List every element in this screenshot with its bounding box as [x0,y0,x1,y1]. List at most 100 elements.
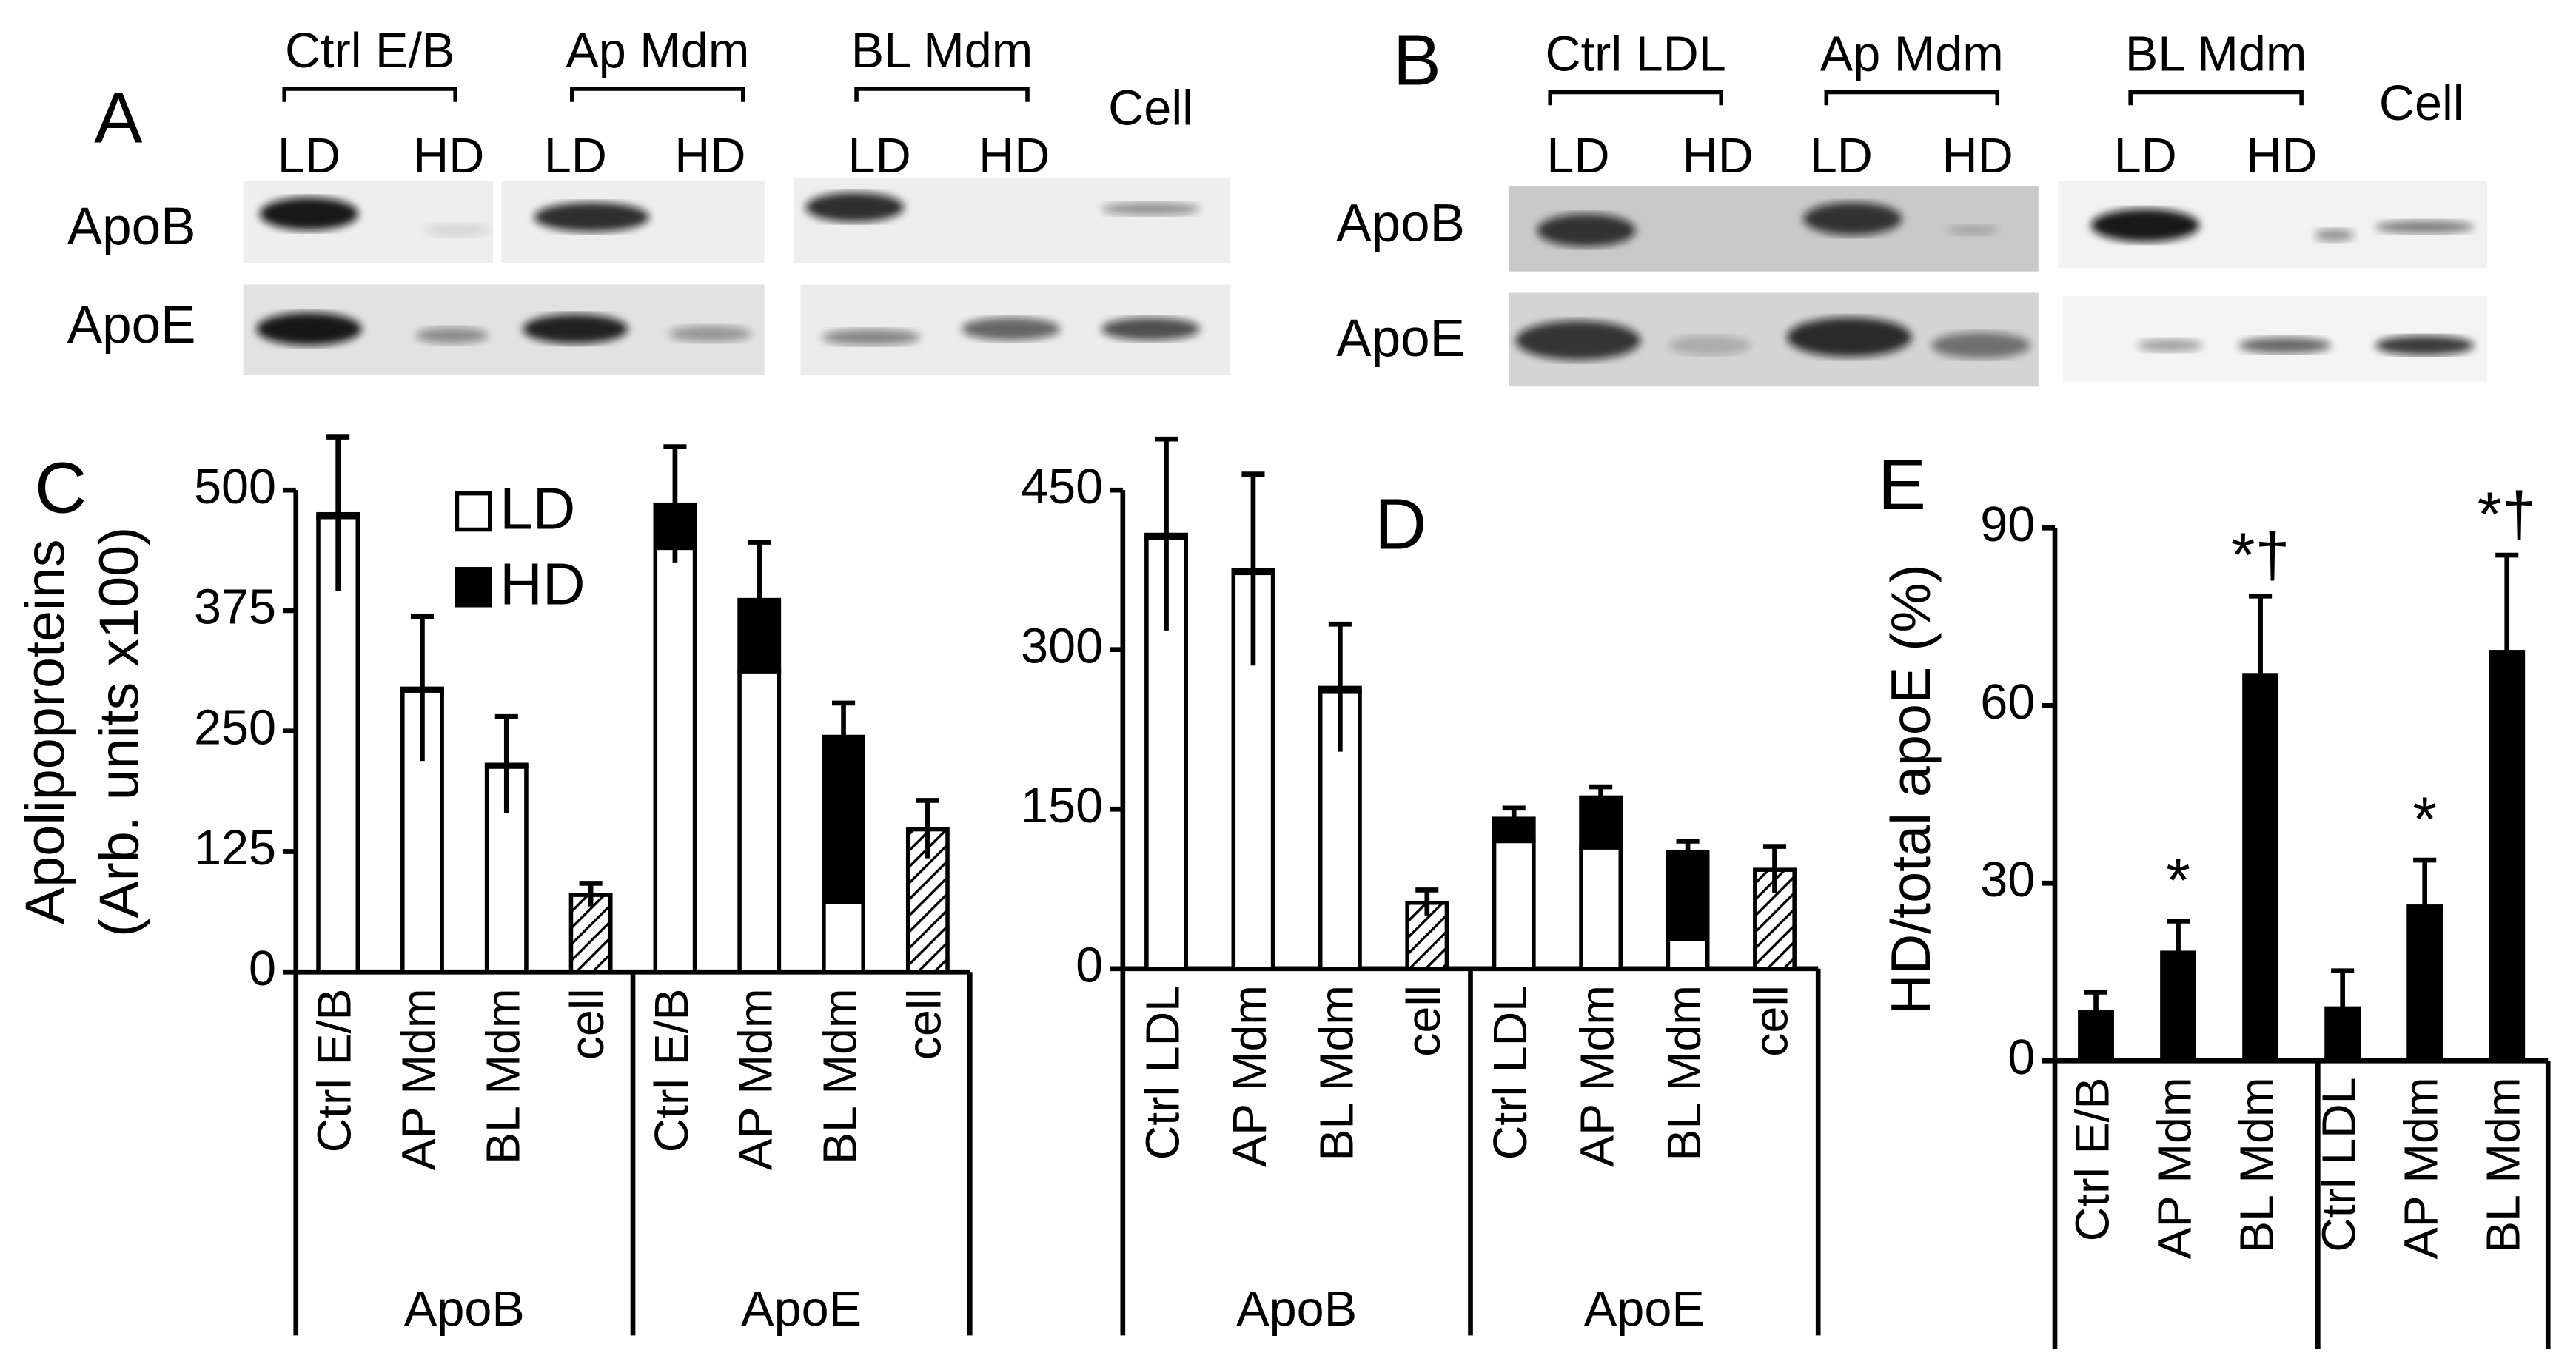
x-tick-label: cell [897,988,950,1060]
blot-band [805,192,905,222]
bracket [2128,90,2304,106]
lane-label: LD [278,129,341,184]
significance-label: *† [2231,520,2290,590]
bracket [1548,90,1723,106]
blot-group-label: Ap Mdm [1820,27,2004,81]
legend-swatch [455,567,492,608]
x-tick-label: BL Mdm [476,988,529,1164]
blot-band [668,325,751,343]
y-tick-label: 90 [1980,497,2035,552]
x-tick-label: AP Mdm [729,988,782,1170]
blot-cell-label: Cell [1108,81,1193,136]
blot-band [962,317,1061,340]
blot-band [534,202,650,232]
x-tick-label: Ctrl E/B [308,988,361,1152]
x-tick-label: cell [1745,985,1798,1057]
error-bar [663,444,687,563]
panel-letter: A [94,77,142,158]
y-tick-label: 30 [1980,853,2035,907]
x-tick-label: BL Mdm [1657,985,1711,1161]
x-tick-label: AP Mdm [2148,1077,2201,1259]
blot-band [256,312,362,346]
y-axis-label: Apolipoproteins [15,539,77,924]
legend-label: LD [500,475,575,541]
bar-segment [1492,839,1536,971]
y-axis-label: HD/total apoE (%) [1880,564,1942,1015]
error-bar [1589,784,1613,808]
blot-band [1101,202,1201,216]
error-bar [2331,968,2355,1042]
blot-band [2137,338,2203,352]
group-label: ApoE [1584,1282,1705,1337]
error-bar [2413,857,2437,950]
bar-segment [737,669,782,975]
error-bar [2084,990,2108,1028]
bar-segment [822,734,865,904]
blot-band [523,314,628,344]
x-tick-label: Ctrl E/B [645,988,698,1152]
blot-cell-label: Cell [2379,76,2464,131]
error-bar [494,713,518,813]
significance-label: *† [2478,479,2537,548]
y-tick-label: 60 [1980,675,2035,730]
x-tick-label: BL Mdm [2230,1077,2284,1252]
lane-label: HD [979,129,1050,184]
lane-label: HD [674,129,745,184]
x-tick-label: BL Mdm [1309,985,1363,1161]
bracket [282,87,457,102]
y-tick-label: 0 [2008,1030,2035,1085]
x-tick-label: Ctrl LDL [1483,985,1537,1160]
lane-label: LD [1810,129,1873,184]
blot-band [259,197,359,231]
blot-band [1101,317,1201,340]
bar-segment [316,514,360,975]
legend-label: HD [500,551,585,617]
row-label: ApoE [67,296,196,355]
bar-segment [822,899,865,975]
row-label: ApoB [67,198,196,256]
x-tick-label: AP Mdm [1223,985,1276,1167]
x-tick-label: Ctrl LDL [2312,1077,2366,1252]
y-tick-label: 300 [1021,619,1103,674]
panel-letter: C [35,447,87,528]
error-bar [1415,887,1439,916]
lane-label: LD [1546,129,1609,184]
row-label: ApoB [1336,194,1465,252]
error-bar [410,614,435,762]
error-bar [1241,471,1265,666]
lane-label: HD [2246,129,2317,184]
group-label: ApoE [741,1282,862,1337]
y-tick-label: 450 [1021,460,1103,514]
error-bar [1328,621,1352,752]
lane-label: LD [544,129,607,184]
x-tick-label: Ctrl E/B [2066,1077,2119,1241]
bracket [570,87,745,102]
error-bar [1154,436,1178,631]
blot-band [2375,335,2475,355]
blot-band [2375,220,2475,234]
bar-segment [1753,867,1797,971]
blot-band [822,329,921,346]
error-bar [326,434,350,591]
x-tick-label: Ctrl LDL [1136,985,1190,1160]
x-tick-label: AP Mdm [392,988,445,1170]
blot-band [2238,337,2332,354]
x-tick-label: cell [1397,985,1450,1057]
panel-letter: E [1878,444,1926,525]
x-tick-label: AP Mdm [2395,1077,2448,1259]
blot-band [2090,209,2200,242]
error-bar [1762,844,1787,893]
error-bar [2249,593,2273,751]
error-bar [2495,552,2519,745]
significance-label: * [2412,784,2437,853]
blot-band [1537,213,1636,247]
lane-label: HD [1942,129,2013,184]
bar-segment [484,765,529,975]
blot-band [1803,202,1902,235]
legend-swatch [455,491,492,532]
error-bar [916,798,939,859]
blot-group-label: Ap Mdm [566,24,749,78]
bar-segment [568,893,613,975]
blot-group-label: BL Mdm [851,24,1033,78]
